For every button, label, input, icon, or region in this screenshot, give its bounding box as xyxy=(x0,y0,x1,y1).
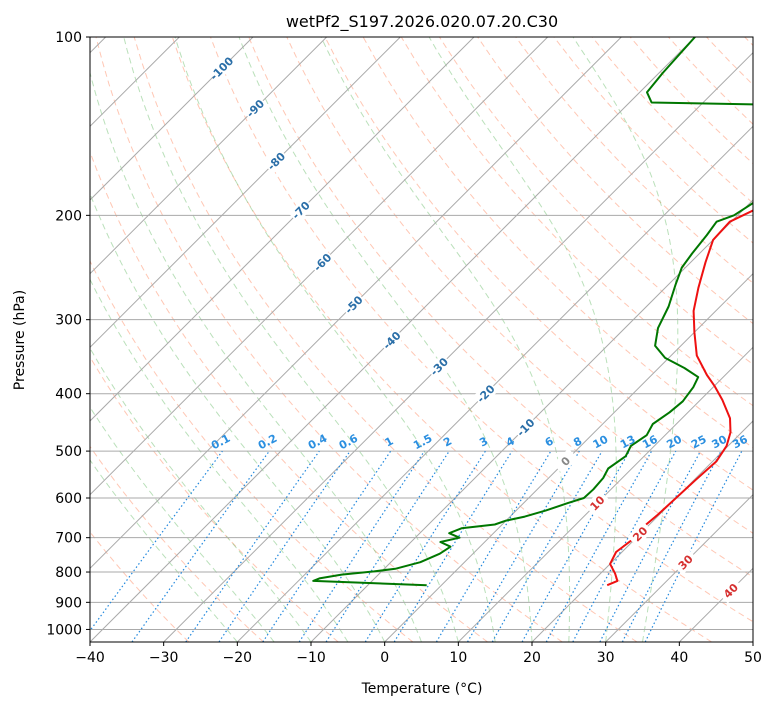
isotherm-label-bg xyxy=(309,249,336,275)
mixing-ratio-label: 13 xyxy=(618,433,638,452)
dry-adiabat xyxy=(90,259,414,642)
temperature-trace xyxy=(606,209,753,587)
isotherm-label-bg xyxy=(242,95,268,122)
mixing-ratio-line xyxy=(218,450,351,642)
isotherm-label-bg xyxy=(340,291,367,318)
isotherm-label-bg xyxy=(717,577,744,604)
dry-adiabat xyxy=(210,37,753,623)
x-tick-label: −20 xyxy=(223,650,253,666)
isotherm-label-bg xyxy=(379,327,405,353)
y-tick-label: 200 xyxy=(55,208,82,224)
dry-adiabat xyxy=(515,37,753,284)
y-tick-label: 900 xyxy=(55,595,82,611)
isotherm xyxy=(457,346,753,642)
x-axis-label: Temperature (°C) xyxy=(361,681,483,697)
isotherm-label-bg xyxy=(552,448,579,474)
x-tick-label: 40 xyxy=(670,650,688,666)
moist-adiabat xyxy=(428,37,617,642)
mixing-ratio-line xyxy=(262,450,392,642)
plot-frame xyxy=(89,36,754,643)
dry-adiabat xyxy=(286,37,753,534)
dry-adiabat xyxy=(248,37,753,578)
moist-adiabat xyxy=(90,278,349,642)
mixing-ratio-line xyxy=(325,450,450,642)
data-layer xyxy=(312,37,753,587)
mixing-ratio-line xyxy=(131,450,270,642)
isotherm xyxy=(90,37,254,201)
mixing-ratio-line xyxy=(521,450,631,642)
chart-title: wetPf2_S197.2026.020.07.20.C30 xyxy=(286,12,558,32)
mixing-ratio-line xyxy=(298,450,425,642)
isotherm xyxy=(310,199,753,642)
y-tick-label: 500 xyxy=(55,444,82,460)
y-tick-label: 700 xyxy=(55,531,82,547)
moist-adiabat xyxy=(90,459,238,642)
isotherm xyxy=(90,37,549,496)
moist-adiabat xyxy=(90,406,275,642)
x-tick-label: −10 xyxy=(296,650,326,666)
isotherm-label-bg xyxy=(208,55,235,82)
y-tick-label: 400 xyxy=(55,387,82,403)
mixing-ratio-label: 36 xyxy=(730,433,750,452)
isotherm xyxy=(236,125,753,642)
isotherm xyxy=(605,493,753,642)
moist-adiabat xyxy=(90,70,422,642)
y-tick-label: 300 xyxy=(55,313,82,329)
y-axis-label: Pressure (hPa) xyxy=(12,290,28,390)
x-tick-label: 10 xyxy=(449,650,467,666)
isotherm-label-bg xyxy=(627,521,653,547)
moist-adiabat xyxy=(320,37,571,642)
dry-adiabat xyxy=(90,445,264,642)
x-tick-label: −40 xyxy=(75,650,105,666)
isotherm-label-bg xyxy=(472,380,499,407)
mixing-ratio-line xyxy=(393,450,513,642)
x-tick-label: 50 xyxy=(744,650,762,666)
moist-adiabat xyxy=(123,37,459,642)
x-tick-label: 30 xyxy=(597,650,615,666)
isotherm-label-bg xyxy=(584,490,610,516)
moist-adiabat xyxy=(90,192,386,642)
mixing-ratio-line xyxy=(572,450,677,642)
moist-adiabat xyxy=(174,37,496,642)
isotherm xyxy=(90,37,622,570)
dry-adiabat xyxy=(90,356,339,642)
isotherm xyxy=(90,37,401,349)
isotherm-label-bg xyxy=(288,197,314,223)
mixing-ratio-label: 20 xyxy=(664,433,684,452)
isotherm xyxy=(163,51,753,642)
isotherm-label-bg xyxy=(672,549,699,575)
mixing-ratio-line xyxy=(185,450,320,642)
mixing-ratio-line xyxy=(545,450,653,642)
dry-adiabat xyxy=(324,37,753,491)
dry-adiabat xyxy=(95,37,563,642)
moist-adiabat xyxy=(238,37,533,642)
mixing-ratio-label: 16 xyxy=(640,433,660,452)
isotherm xyxy=(90,37,475,422)
isotherm-label-bg xyxy=(263,148,289,174)
grid-layer xyxy=(90,37,753,642)
mixing-ratio-label: 30 xyxy=(710,433,730,452)
isotherm xyxy=(90,37,328,275)
x-tick-label: −30 xyxy=(149,650,179,666)
dewpoint-trace xyxy=(312,37,753,587)
x-tick-label: 0 xyxy=(380,650,389,666)
mixing-ratio-line xyxy=(644,450,743,642)
dry-adiabat xyxy=(133,37,638,642)
y-tick-label: 800 xyxy=(55,565,82,581)
x-tick-label: 20 xyxy=(523,650,541,666)
moist-adiabat xyxy=(572,37,679,642)
dry-adiabat xyxy=(171,37,712,642)
mixing-ratio-label: 10 xyxy=(591,433,611,452)
axis-ticks: −40 −30 −20 −10 0 10 20 30 40 50 100 200 300 400 500 60… xyxy=(46,30,762,666)
isotherm-label-bg xyxy=(426,353,452,380)
mixing-ratio-label: 25 xyxy=(689,433,709,452)
isotherm xyxy=(384,272,753,642)
y-tick-label: 100 xyxy=(55,30,82,46)
y-tick-label: 1000 xyxy=(46,622,82,638)
y-tick-label: 600 xyxy=(55,491,82,507)
mixing-ratio-line xyxy=(90,450,223,632)
isotherm-label-bg xyxy=(512,414,539,441)
